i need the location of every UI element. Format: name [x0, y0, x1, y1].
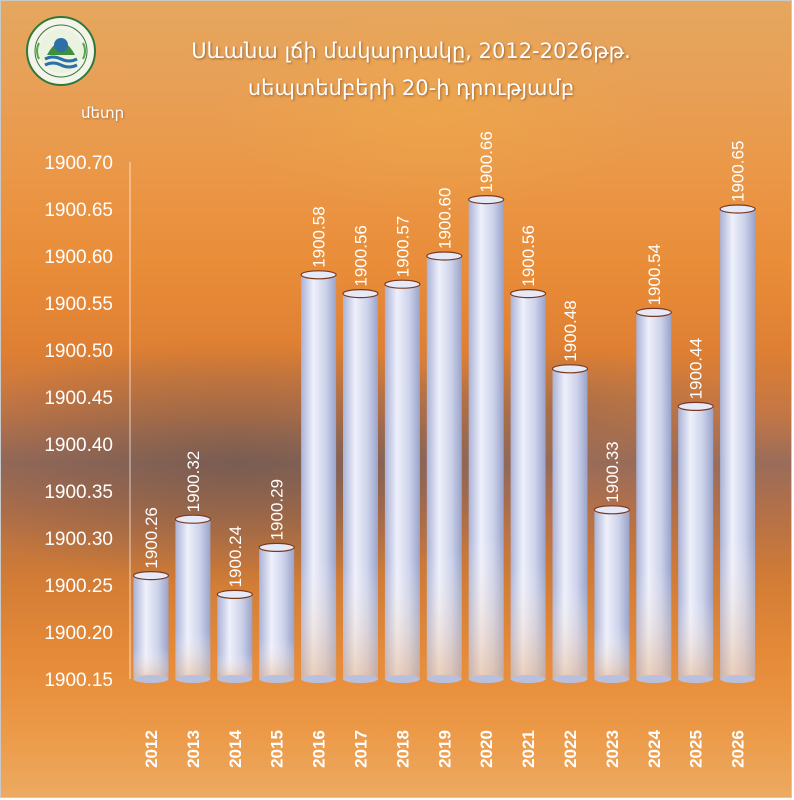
data-label-2014: 1900.24 [226, 526, 245, 587]
y-tick-label: 1900.20 [44, 623, 113, 644]
data-label-2012: 1900.26 [142, 507, 161, 568]
x-tick-label-2020: 2020 [477, 730, 496, 768]
bar-2020 [468, 195, 505, 683]
y-tick-label: 1900.65 [44, 200, 113, 221]
data-label-2024: 1900.54 [645, 244, 664, 305]
y-axis-unit-label: մետր [81, 104, 125, 122]
chart-title-line1: Սևանա լճի մակարդակը, 2012-2026թթ. [191, 39, 631, 63]
bar-2017 [342, 289, 379, 683]
x-tick-label-2025: 2025 [687, 730, 706, 768]
data-label-2020: 1900.66 [477, 131, 496, 192]
data-label-2015: 1900.29 [268, 479, 287, 540]
data-label-2022: 1900.48 [561, 300, 580, 361]
x-tick-label-2015: 2015 [268, 730, 287, 768]
y-tick-label: 1900.25 [44, 576, 113, 597]
bar-2026 [719, 204, 756, 683]
y-tick-label: 1900.60 [44, 247, 113, 268]
x-tick-label-2012: 2012 [142, 730, 161, 768]
data-label-2013: 1900.32 [184, 451, 203, 512]
x-tick-label-2021: 2021 [519, 730, 538, 768]
x-tick-label-2013: 2013 [184, 730, 203, 768]
bar-2015 [258, 542, 295, 683]
bar-2022 [551, 364, 589, 683]
x-tick-label-2024: 2024 [645, 730, 664, 768]
y-tick-label: 1900.45 [44, 388, 113, 409]
y-tick-label: 1900.55 [44, 294, 113, 315]
x-tick-label-2017: 2017 [352, 730, 371, 768]
x-axis-labels: 2012 2013 2014 2015 2016 2017 2018 2019 2020 2021… [142, 730, 748, 768]
data-label-2026: 1900.65 [729, 141, 748, 202]
bar-series [132, 195, 756, 683]
data-label-2016: 1900.58 [310, 206, 329, 267]
bar-2014 [216, 589, 253, 683]
environment-ministry-logo [26, 16, 96, 86]
data-label-2025: 1900.44 [687, 338, 706, 399]
x-tick-label-2018: 2018 [393, 730, 412, 768]
data-label-2018: 1900.57 [393, 216, 412, 277]
chart-title-line2: սեպտեմբերի 20-ի դրությամբ [247, 76, 575, 100]
y-axis-ticks: 1900.15 1900.20 1900.25 1900.30 1900.35 1900.… [44, 153, 113, 691]
y-tick-label: 1900.30 [44, 529, 113, 550]
y-tick-label: 1900.50 [44, 341, 113, 362]
data-label-2017: 1900.56 [352, 225, 371, 286]
bar-2021 [509, 289, 547, 683]
y-tick-label: 1900.15 [44, 670, 113, 691]
bar-2016 [300, 270, 337, 683]
y-tick-label: 1900.40 [44, 435, 113, 456]
x-tick-label-2023: 2023 [603, 730, 622, 768]
data-label-2021: 1900.56 [519, 225, 538, 286]
bar-2013 [174, 514, 211, 683]
y-tick-label: 1900.35 [44, 482, 113, 503]
x-tick-label-2016: 2016 [310, 730, 329, 768]
data-label-2023: 1900.33 [603, 441, 622, 502]
bar-2025 [677, 401, 714, 683]
x-tick-label-2014: 2014 [226, 730, 245, 768]
x-tick-label-2022: 2022 [561, 730, 580, 768]
data-label-2019: 1900.60 [435, 188, 454, 249]
y-tick-label: 1900.70 [44, 153, 113, 174]
bar-2024 [635, 307, 672, 683]
x-tick-label-2026: 2026 [729, 730, 748, 768]
bar-2023 [593, 505, 631, 683]
x-tick-label-2019: 2019 [435, 730, 454, 768]
bar-2019 [426, 251, 463, 683]
bar-2018 [384, 279, 421, 683]
bar-2012 [132, 570, 170, 683]
data-labels: 1900.26 1900.32 1900.24 1900.29 1900.58 1900.… [142, 131, 748, 587]
